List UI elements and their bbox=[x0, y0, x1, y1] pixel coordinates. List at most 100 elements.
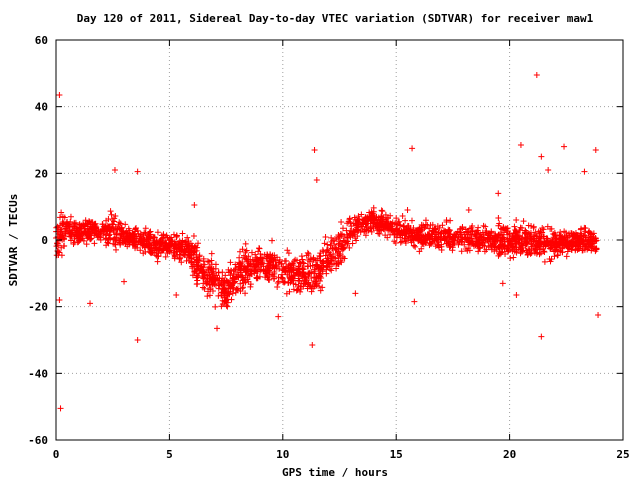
data-point bbox=[247, 283, 254, 290]
data-point bbox=[117, 226, 123, 233]
data-point bbox=[189, 272, 196, 279]
data-point bbox=[210, 270, 217, 277]
data-point bbox=[309, 342, 316, 348]
data-point bbox=[292, 256, 299, 263]
data-point bbox=[523, 247, 530, 254]
data-point bbox=[190, 261, 197, 268]
data-point bbox=[509, 244, 516, 251]
data-point bbox=[259, 255, 266, 262]
data-point bbox=[328, 245, 335, 252]
data-point bbox=[585, 229, 592, 236]
data-point bbox=[215, 269, 222, 276]
data-point bbox=[222, 272, 229, 279]
data-point bbox=[232, 273, 239, 280]
data-point bbox=[301, 280, 308, 287]
data-point bbox=[396, 230, 403, 237]
data-point bbox=[544, 223, 551, 230]
data-point bbox=[104, 228, 111, 235]
data-point bbox=[190, 233, 197, 240]
data-point bbox=[206, 292, 213, 299]
data-point bbox=[540, 226, 547, 233]
data-point bbox=[408, 239, 415, 246]
data-point bbox=[60, 235, 67, 242]
data-point bbox=[270, 262, 277, 269]
data-point bbox=[240, 284, 247, 291]
data-point bbox=[248, 249, 255, 256]
data-point bbox=[107, 227, 114, 234]
data-point bbox=[228, 282, 235, 289]
data-point bbox=[409, 145, 416, 152]
data-point bbox=[218, 277, 225, 284]
data-point bbox=[67, 229, 74, 236]
data-point bbox=[469, 222, 476, 229]
data-point bbox=[67, 213, 74, 220]
y-tick-label: 60 bbox=[35, 34, 48, 47]
data-point bbox=[236, 260, 243, 267]
data-point bbox=[569, 243, 576, 250]
data-point bbox=[291, 258, 298, 265]
data-point bbox=[398, 238, 405, 245]
data-point bbox=[76, 224, 83, 231]
data-point bbox=[290, 286, 297, 293]
data-point bbox=[292, 281, 299, 288]
data-point bbox=[232, 265, 239, 272]
data-point bbox=[411, 232, 418, 239]
data-point bbox=[357, 222, 364, 229]
data-point bbox=[274, 284, 281, 291]
data-point bbox=[496, 238, 503, 245]
data-point bbox=[103, 235, 110, 242]
data-point bbox=[162, 253, 169, 260]
data-point bbox=[209, 288, 216, 295]
data-point bbox=[137, 230, 144, 237]
data-point bbox=[488, 234, 495, 241]
data-point bbox=[337, 257, 344, 264]
data-point bbox=[116, 219, 123, 226]
data-point bbox=[483, 246, 490, 253]
data-point bbox=[53, 243, 60, 250]
data-point bbox=[291, 272, 298, 279]
data-point bbox=[56, 92, 63, 98]
data-point bbox=[438, 246, 445, 253]
x-tick-label: 0 bbox=[53, 448, 60, 461]
data-point bbox=[465, 237, 472, 244]
data-point bbox=[91, 221, 98, 228]
data-point bbox=[536, 251, 543, 258]
data-point bbox=[585, 238, 592, 245]
data-point bbox=[557, 229, 564, 236]
data-point bbox=[190, 251, 197, 258]
data-point bbox=[269, 237, 276, 244]
data-point bbox=[405, 230, 412, 237]
data-point bbox=[93, 232, 100, 239]
data-point bbox=[471, 243, 478, 250]
data-point bbox=[191, 245, 198, 252]
data-point bbox=[89, 228, 96, 235]
data-point bbox=[176, 256, 183, 263]
data-point bbox=[405, 236, 412, 243]
data-point bbox=[246, 261, 253, 268]
data-point bbox=[378, 214, 385, 221]
data-point bbox=[253, 274, 260, 281]
data-point bbox=[524, 251, 531, 258]
data-point bbox=[299, 256, 306, 263]
data-point bbox=[475, 224, 482, 231]
data-point bbox=[408, 229, 415, 236]
data-point bbox=[206, 259, 213, 266]
data-point bbox=[522, 242, 529, 249]
data-point bbox=[512, 240, 519, 247]
data-point bbox=[67, 237, 74, 244]
x-tick-label: 25 bbox=[616, 448, 629, 461]
data-point bbox=[220, 281, 227, 288]
data-point bbox=[225, 266, 232, 273]
data-point bbox=[593, 246, 600, 253]
data-point bbox=[122, 241, 129, 248]
data-point bbox=[520, 218, 527, 225]
y-tick-label: 40 bbox=[35, 101, 48, 114]
data-point bbox=[538, 153, 545, 160]
data-point bbox=[418, 227, 425, 234]
data-point bbox=[500, 229, 507, 236]
data-point bbox=[135, 239, 142, 246]
data-point bbox=[201, 285, 208, 292]
data-point bbox=[61, 242, 68, 249]
data-point bbox=[476, 245, 483, 252]
data-point bbox=[319, 266, 326, 273]
